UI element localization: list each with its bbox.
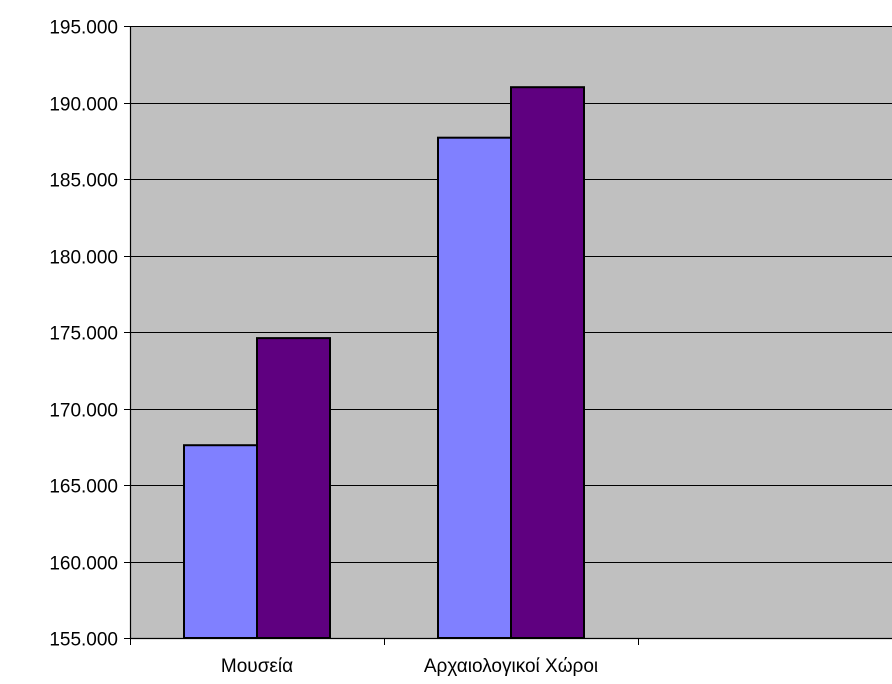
y-tick-label: 180.000 — [49, 248, 118, 269]
y-tick-label: 175.000 — [49, 324, 118, 345]
bar — [183, 444, 258, 639]
y-tick-label: 155.000 — [49, 630, 118, 651]
y-tick-labels: 155.000 160.000 165.000 170.000 175.000 180.0… — [49, 18, 118, 651]
y-tick-label: 190.000 — [49, 95, 118, 116]
bars — [183, 86, 585, 639]
bar — [437, 136, 512, 639]
y-tick-label: 170.000 — [49, 401, 118, 422]
bar — [256, 337, 331, 639]
axes — [129, 26, 892, 645]
x-category-labels: Μουσεία Αρχαιολογικοί Χώροι — [221, 656, 598, 677]
y-tick-label: 195.000 — [49, 18, 118, 39]
y-tick-label: 160.000 — [49, 554, 118, 575]
bar — [510, 86, 585, 639]
y-tick-label: 165.000 — [49, 477, 118, 498]
x-category-label: Μουσεία — [221, 656, 293, 677]
x-category-label: Αρχαιολογικοί Χώροι — [424, 656, 598, 677]
y-tick-label: 185.000 — [49, 171, 118, 192]
